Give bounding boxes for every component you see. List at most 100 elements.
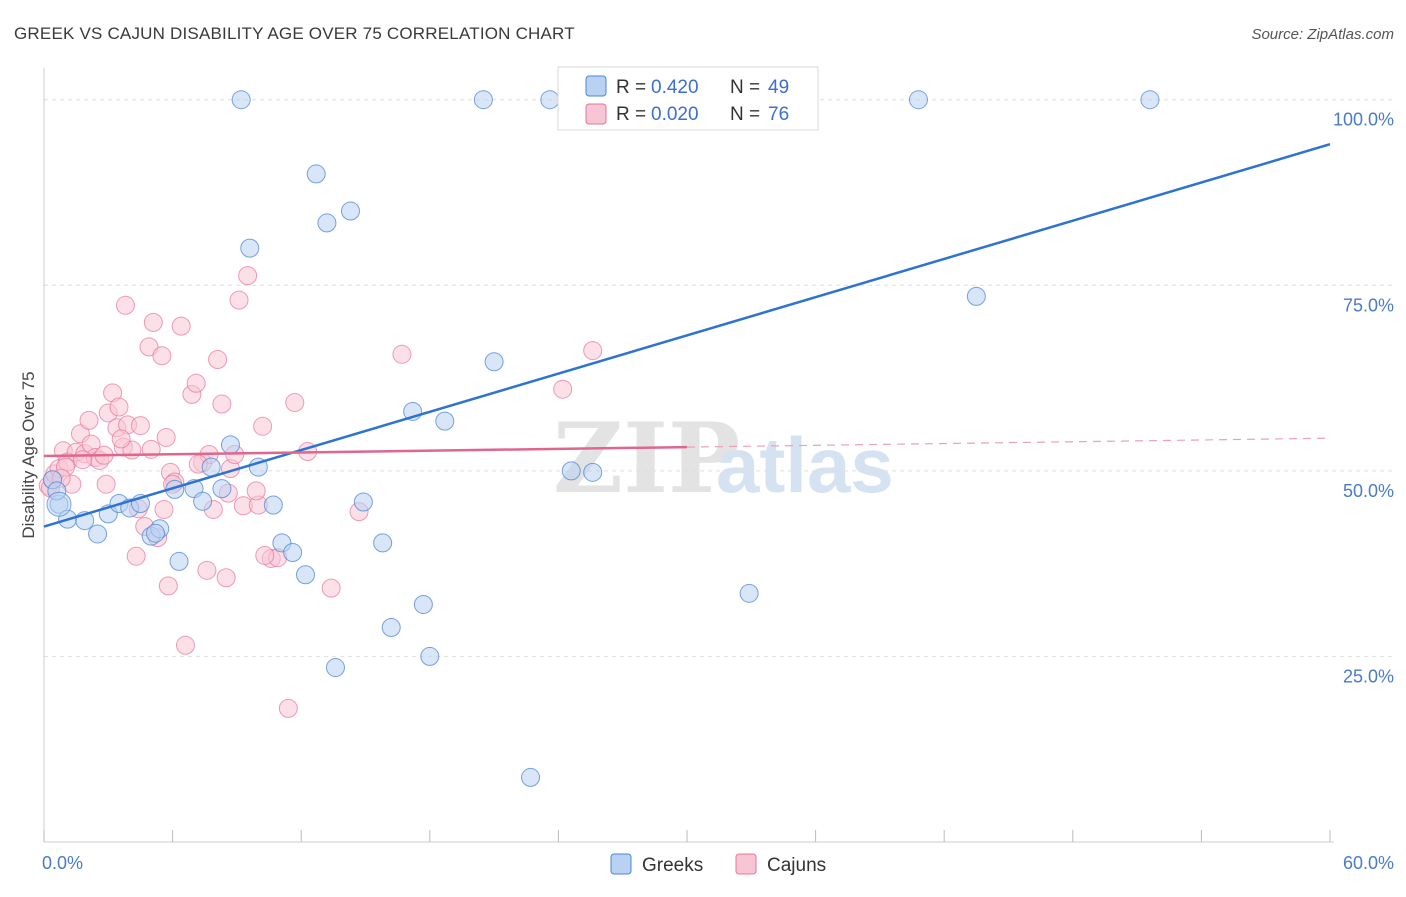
legend-n-label-cajuns: N = bbox=[730, 104, 760, 125]
cajuns-point bbox=[583, 341, 603, 361]
legend-n-value-greeks: 49 bbox=[768, 77, 789, 98]
greeks-point bbox=[739, 583, 759, 603]
greeks-point bbox=[46, 491, 72, 517]
y-tick-labels: 25.0% 50.0% 75.0% 100.0% bbox=[1333, 110, 1394, 687]
legend-n-label-greeks: N = bbox=[730, 77, 760, 98]
cajuns-point bbox=[152, 346, 172, 366]
greeks-point bbox=[212, 479, 232, 499]
chart-source: Source: ZipAtlas.com bbox=[1251, 26, 1394, 43]
greeks-point bbox=[908, 90, 928, 110]
trendlines bbox=[43, 143, 1331, 528]
cajuns-point bbox=[158, 576, 178, 596]
cajuns-point bbox=[253, 416, 273, 436]
bottom-legend-swatch-cajuns bbox=[735, 853, 757, 875]
cajuns-point bbox=[109, 397, 129, 417]
cajuns-point bbox=[285, 393, 305, 413]
legend-n-value-cajuns: 76 bbox=[768, 104, 789, 125]
cajuns-point bbox=[111, 429, 131, 449]
cajuns-point bbox=[154, 499, 174, 519]
cajuns-point bbox=[553, 379, 573, 399]
greeks-point bbox=[201, 457, 221, 477]
greeks-point bbox=[325, 658, 345, 678]
gridlines bbox=[44, 99, 1392, 657]
cajuns-point bbox=[321, 578, 341, 598]
greeks-point bbox=[435, 411, 455, 431]
watermark: ZIP atlas bbox=[553, 402, 894, 515]
greeks-point bbox=[88, 524, 108, 544]
greeks-point bbox=[1140, 90, 1160, 110]
y-tick-label: 75.0% bbox=[1343, 295, 1394, 315]
legend-r-label-cajuns: R = bbox=[616, 104, 646, 125]
cajuns-point bbox=[246, 481, 266, 501]
y-tick-label: 25.0% bbox=[1343, 666, 1394, 686]
greeks-point bbox=[263, 495, 283, 515]
y-tick-label: 100.0% bbox=[1333, 110, 1394, 130]
greeks-point bbox=[353, 492, 373, 512]
greeks-trendline bbox=[43, 143, 1331, 528]
greeks-point bbox=[145, 523, 165, 543]
greeks-point bbox=[317, 213, 337, 233]
greeks-point bbox=[583, 462, 603, 482]
cajuns-point bbox=[229, 290, 249, 310]
x-tick-label-max: 60.0% bbox=[1343, 853, 1394, 873]
cajuns-point bbox=[238, 266, 258, 286]
cajuns-point bbox=[212, 394, 232, 414]
y-tick-label: 50.0% bbox=[1343, 481, 1394, 501]
bottom-legend-label-greeks: Greeks bbox=[642, 855, 703, 876]
greeks-point bbox=[240, 238, 260, 258]
greeks-point bbox=[295, 565, 315, 585]
cajuns-point bbox=[156, 427, 176, 447]
greeks-point bbox=[193, 491, 213, 511]
cajuns-points bbox=[38, 266, 603, 718]
cajuns-point bbox=[130, 416, 150, 436]
legend-r-value-greeks: 0.420 bbox=[651, 77, 699, 98]
cajuns-point bbox=[115, 295, 135, 315]
bottom-legend-swatch-greeks bbox=[610, 853, 632, 875]
cajuns-point bbox=[79, 410, 99, 430]
cajuns-point bbox=[278, 698, 298, 718]
legend-r-label-greeks: R = bbox=[616, 77, 646, 98]
legend: R = 0.420 N = 49 R = 0.020 N = 76 bbox=[557, 66, 819, 131]
cajuns-point bbox=[255, 545, 275, 565]
greeks-point bbox=[420, 646, 440, 666]
cajuns-point bbox=[175, 635, 195, 655]
bottom-legend-label-cajuns: Cajuns bbox=[767, 855, 826, 876]
legend-r-value-cajuns: 0.020 bbox=[651, 104, 699, 125]
cajuns-point bbox=[73, 450, 93, 470]
watermark-atlas: atlas bbox=[716, 421, 894, 509]
greeks-point bbox=[966, 286, 986, 306]
cajuns-point bbox=[392, 344, 412, 364]
greeks-point bbox=[340, 201, 360, 221]
bottom-legend: Greeks Cajuns bbox=[610, 853, 826, 876]
greeks-points bbox=[43, 90, 1160, 787]
legend-swatch-cajuns bbox=[585, 103, 607, 125]
legend-swatch-greeks bbox=[585, 75, 607, 97]
cajuns-point bbox=[186, 373, 206, 393]
greeks-point bbox=[473, 90, 493, 110]
greeks-point bbox=[231, 90, 251, 110]
greeks-point bbox=[521, 767, 541, 787]
cajuns-point bbox=[96, 474, 116, 494]
greeks-point bbox=[484, 352, 504, 372]
greeks-point bbox=[373, 533, 393, 553]
cajuns-point bbox=[143, 312, 163, 332]
x-tick-label-min: 0.0% bbox=[42, 853, 83, 873]
cajuns-point bbox=[216, 568, 236, 588]
greeks-point bbox=[561, 461, 581, 481]
greeks-point bbox=[306, 164, 326, 184]
cajuns-trendline bbox=[43, 445, 688, 458]
greeks-point bbox=[413, 594, 433, 614]
greeks-point bbox=[220, 435, 240, 455]
x-tick-labels: 0.0% 60.0% bbox=[42, 853, 1394, 873]
cajuns-point bbox=[208, 350, 228, 369]
greeks-point bbox=[169, 551, 189, 571]
cajuns-point bbox=[126, 546, 146, 566]
greeks-point bbox=[283, 543, 303, 562]
greeks-point bbox=[381, 617, 401, 637]
chart-title: GREEK VS CAJUN DISABILITY AGE OVER 75 CO… bbox=[14, 24, 575, 43]
cajuns-point bbox=[171, 316, 191, 336]
greeks-point bbox=[540, 90, 560, 110]
watermark-zip: ZIP bbox=[553, 402, 740, 515]
